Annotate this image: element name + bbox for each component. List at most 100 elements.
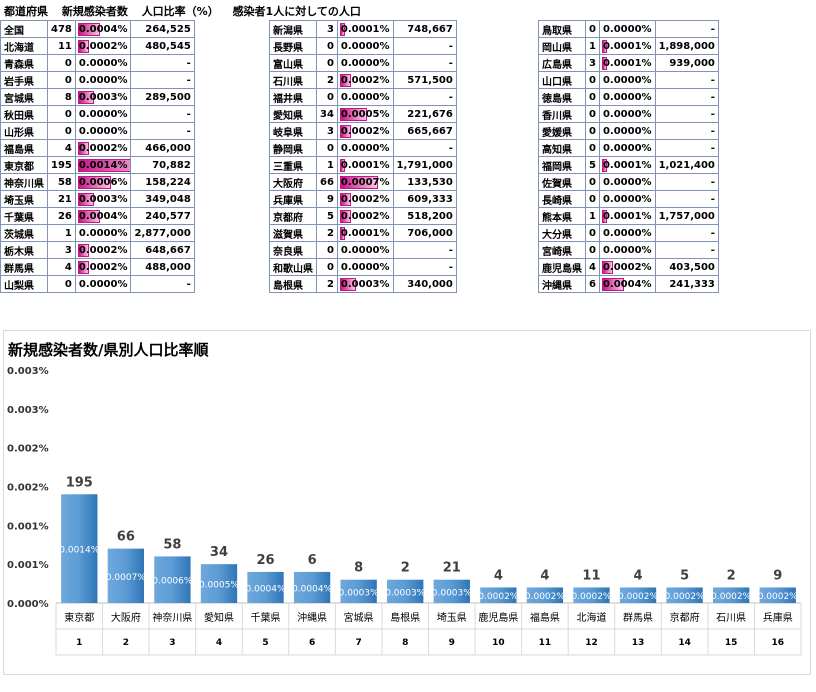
ratio-data-bar xyxy=(601,278,624,291)
ratio-text: 0.0000% xyxy=(602,227,652,239)
ratio-text: 0.0002% xyxy=(340,125,390,137)
cases-cell: 0 xyxy=(316,241,338,259)
y-tick-label: 0.002% xyxy=(7,444,49,455)
population-cell: 1,791,000 xyxy=(392,156,457,174)
table-row: 青森県 0 0.0000% - xyxy=(0,54,195,72)
chart-title: 新規感染者数/県別人口比率順 xyxy=(8,341,209,359)
ratio-cell: 0.0002% xyxy=(74,258,132,276)
population-cell: 665,667 xyxy=(392,122,457,140)
ratio-cell: 0.0000% xyxy=(598,71,656,89)
bar-value-label: 0.0002% xyxy=(618,592,658,602)
bar-value-label: 0.0002% xyxy=(478,592,518,602)
population-cell: - xyxy=(654,71,719,89)
bar xyxy=(712,587,750,603)
cases-cell: 58 xyxy=(47,173,76,191)
ratio-text: 0.0000% xyxy=(78,227,128,239)
ratio-text: 0.0000% xyxy=(602,91,652,103)
cases-cell: 2 xyxy=(316,224,338,242)
ratio-data-bar xyxy=(339,227,346,240)
cases-cell: 0 xyxy=(47,105,76,123)
bar-top-label: 2 xyxy=(727,568,736,583)
ratio-text: 0.0000% xyxy=(78,74,128,86)
population-cell: - xyxy=(130,71,195,89)
population-cell: - xyxy=(654,122,719,140)
bar xyxy=(573,587,610,603)
bar-top-label: 66 xyxy=(117,530,135,545)
table-row: 東京都 195 0.0014% 70,882 xyxy=(0,156,195,174)
table-row: 神奈川県 58 0.0006% 158,224 xyxy=(0,173,195,191)
bar xyxy=(247,571,284,603)
prefecture-cell: 宮崎県 xyxy=(538,241,586,259)
bar-top-label: 2 xyxy=(401,561,410,576)
prefecture-cell: 岩手県 xyxy=(0,71,48,89)
ratio-cell: 0.0004% xyxy=(74,20,132,38)
prefecture-cell: 長野県 xyxy=(269,37,317,55)
bar-value-label: 0.0003% xyxy=(432,588,472,598)
ratio-text: 0.0000% xyxy=(602,108,652,120)
ratio-cell: 0.0000% xyxy=(598,190,656,208)
ratio-cell: 0.0000% xyxy=(336,54,394,72)
ratio-data-bar xyxy=(601,57,608,70)
ratio-data-bar xyxy=(339,193,351,206)
ratio-cell: 0.0005% xyxy=(336,105,394,123)
table-row: 石川県 2 0.0002% 571,500 xyxy=(269,71,457,89)
population-cell: - xyxy=(654,224,719,242)
table-row: 埼玉県 21 0.0003% 349,048 xyxy=(0,190,195,208)
bar-top-label: 6 xyxy=(308,553,317,568)
ratio-text: 0.0000% xyxy=(340,57,390,69)
cases-cell: 0 xyxy=(585,241,600,259)
ratio-cell: 0.0000% xyxy=(74,275,132,293)
population-cell: 609,333 xyxy=(392,190,457,208)
cases-cell: 0 xyxy=(585,224,600,242)
prefecture-cell: 徳島県 xyxy=(538,88,586,106)
y-tick-label: 0.003% xyxy=(7,366,49,377)
table-row: 福井県 0 0.0000% - xyxy=(269,88,457,106)
bar xyxy=(759,587,796,603)
table-row: 秋田県 0 0.0000% - xyxy=(0,105,195,123)
population-cell: 340,000 xyxy=(392,275,457,293)
bar-value-label: 0.0002% xyxy=(665,592,705,602)
bar-value-label: 0.0003% xyxy=(339,588,379,598)
ratio-cell: 0.0007% xyxy=(336,173,394,191)
population-cell: 240,577 xyxy=(130,207,195,225)
ratio-text: 0.0000% xyxy=(602,244,652,256)
table-row: 茨城県 1 0.0000% 2,877,000 xyxy=(0,224,195,242)
table-row: 愛知県 34 0.0005% 221,676 xyxy=(269,105,457,123)
population-cell: - xyxy=(654,20,719,38)
ratio-data-bar xyxy=(77,159,130,172)
ratio-text: 0.0000% xyxy=(602,23,652,35)
table-row: 山口県 0 0.0000% - xyxy=(538,71,719,89)
cases-cell: 195 xyxy=(47,156,76,174)
x-rank-label: 1 xyxy=(76,638,82,648)
cases-cell: 5 xyxy=(316,207,338,225)
table-row: 全国 478 0.0004% 264,525 xyxy=(0,20,195,38)
prefecture-cell: 北海道 xyxy=(0,37,48,55)
cases-cell: 1 xyxy=(316,156,338,174)
prefecture-cell: 群馬県 xyxy=(0,258,48,276)
ratio-data-bar xyxy=(339,74,351,87)
cases-cell: 0 xyxy=(585,173,600,191)
cases-cell: 2 xyxy=(316,275,338,293)
bar-top-label: 58 xyxy=(163,537,181,552)
cases-cell: 4 xyxy=(585,258,600,276)
population-cell: 133,530 xyxy=(392,173,457,191)
population-cell: - xyxy=(392,54,457,72)
population-cell: 221,676 xyxy=(392,105,457,123)
table-row: 栃木県 3 0.0002% 648,667 xyxy=(0,241,195,259)
ratio-text: 0.0000% xyxy=(78,278,128,290)
bar-top-label: 195 xyxy=(66,475,93,490)
bar-top-label: 21 xyxy=(443,561,461,576)
ratio-cell: 0.0000% xyxy=(336,139,394,157)
ratio-text: 0.0006% xyxy=(78,176,128,188)
x-tick-label: 鹿児島県 xyxy=(478,611,518,624)
prefecture-cell: 滋賀県 xyxy=(269,224,317,242)
cases-cell: 0 xyxy=(47,71,76,89)
cases-cell: 0 xyxy=(316,37,338,55)
x-tick-label: 北海道 xyxy=(576,611,606,624)
table-row: 静岡県 0 0.0000% - xyxy=(269,139,457,157)
prefecture-cell: 宮城県 xyxy=(0,88,48,106)
ratio-text: 0.0002% xyxy=(340,74,390,86)
ratio-cell: 0.0004% xyxy=(74,207,132,225)
population-cell: - xyxy=(654,88,719,106)
prefecture-cell: 神奈川県 xyxy=(0,173,48,191)
